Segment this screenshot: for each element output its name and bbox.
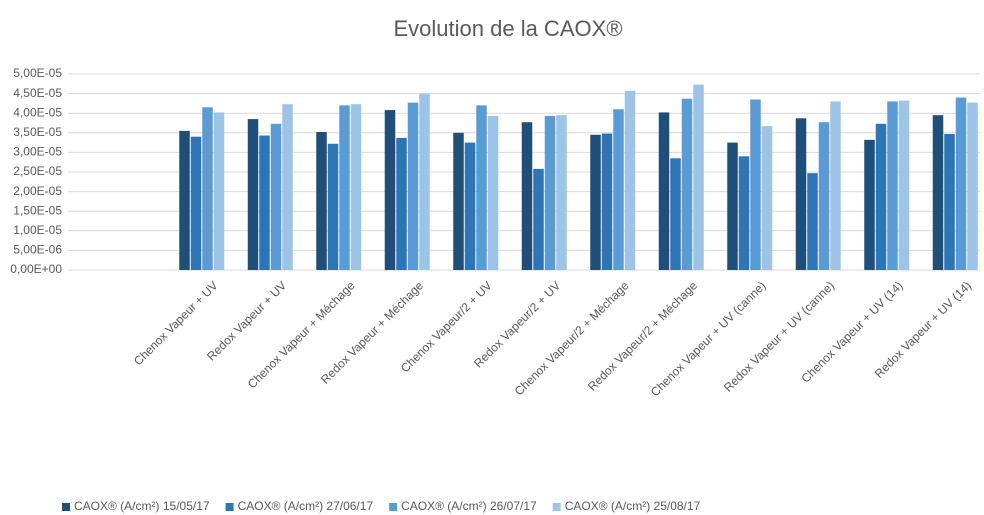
bar bbox=[384, 110, 396, 271]
bar bbox=[875, 123, 887, 270]
bar bbox=[521, 122, 533, 270]
bar bbox=[544, 115, 556, 270]
bar bbox=[887, 101, 898, 270]
legend-label: CAOX® (A/cm²) 27/06/17 bbox=[238, 499, 374, 513]
legend-swatch bbox=[62, 503, 70, 511]
y-tick-label: 0,00E+00 bbox=[10, 262, 62, 276]
bar bbox=[453, 132, 464, 270]
bar bbox=[601, 133, 613, 270]
bar bbox=[247, 119, 259, 270]
y-tick-label: 4,00E-05 bbox=[13, 105, 62, 119]
legend-label: CAOX® (A/cm²) 25/08/17 bbox=[565, 499, 701, 513]
bar bbox=[270, 123, 282, 270]
legend-swatch bbox=[225, 503, 234, 511]
legend-swatch bbox=[389, 503, 398, 511]
bar bbox=[213, 112, 225, 270]
bar bbox=[202, 107, 213, 270]
bar bbox=[955, 97, 967, 271]
bar bbox=[327, 143, 339, 270]
bar bbox=[190, 136, 202, 270]
bar bbox=[407, 102, 419, 270]
legend-label: CAOX® (A/cm²) 26/07/17 bbox=[401, 499, 537, 513]
y-tick-label: 1,00E-05 bbox=[13, 223, 62, 237]
bar bbox=[658, 112, 670, 270]
bar bbox=[898, 100, 910, 270]
bar bbox=[932, 115, 944, 270]
bar bbox=[590, 134, 601, 270]
bar bbox=[339, 105, 350, 270]
x-tick-label: Chenox Vapeur/2 + Méchage bbox=[512, 278, 632, 398]
x-tick-label: Redox Vapeur + UV (canne) bbox=[721, 278, 837, 394]
legend-label: CAOX® (A/cm²) 15/05/17 bbox=[74, 499, 210, 513]
bar bbox=[464, 142, 476, 270]
bar bbox=[259, 135, 270, 270]
y-tick-label: 2,00E-05 bbox=[13, 184, 62, 198]
bar bbox=[476, 105, 487, 270]
x-tick-label: Chenox Vapeur + UV (canne) bbox=[648, 278, 769, 399]
bar bbox=[556, 115, 567, 270]
y-tick-label: 2,50E-05 bbox=[13, 164, 62, 178]
bar bbox=[967, 102, 978, 270]
chart-title: Evolution de la CAOX® bbox=[394, 16, 623, 41]
bar bbox=[818, 122, 830, 270]
bar bbox=[738, 156, 750, 270]
y-tick-label: 1,50E-05 bbox=[13, 203, 62, 217]
bar bbox=[624, 90, 636, 270]
bar bbox=[864, 139, 875, 270]
bar bbox=[727, 142, 738, 270]
bar bbox=[750, 99, 761, 270]
y-tick-label: 3,00E-05 bbox=[13, 145, 62, 159]
bar bbox=[350, 104, 362, 271]
y-tick-label: 3,50E-05 bbox=[13, 125, 62, 139]
bar bbox=[795, 118, 807, 271]
bar bbox=[282, 104, 293, 271]
bar bbox=[179, 130, 190, 270]
bar bbox=[613, 109, 624, 270]
bar bbox=[533, 168, 544, 270]
bar bbox=[944, 133, 955, 270]
bar bbox=[316, 132, 327, 270]
x-tick-label: Redox Vapeur/2 + Méchage bbox=[585, 278, 700, 393]
bar bbox=[693, 84, 704, 270]
bar bbox=[419, 93, 430, 270]
bar bbox=[487, 115, 499, 270]
legend-swatch bbox=[552, 503, 561, 511]
y-tick-label: 5,00E-05 bbox=[13, 66, 62, 80]
y-tick-label: 5,00E-06 bbox=[13, 243, 62, 257]
bar bbox=[761, 126, 773, 270]
bar bbox=[807, 173, 818, 270]
y-tick-label: 4,50E-05 bbox=[13, 86, 62, 100]
bar bbox=[681, 98, 693, 270]
bar bbox=[830, 101, 841, 270]
bar bbox=[396, 137, 407, 270]
bar bbox=[670, 158, 681, 270]
